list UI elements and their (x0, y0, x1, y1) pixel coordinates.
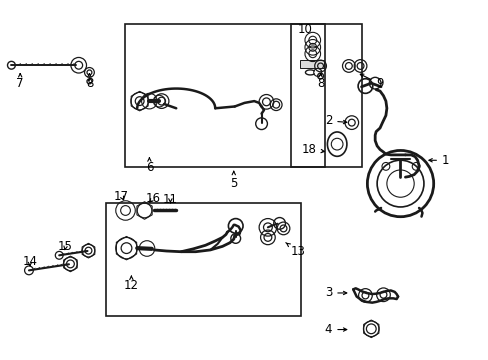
Bar (105, 203, 300, 316)
Text: 12: 12 (123, 276, 139, 292)
Text: 5: 5 (230, 171, 237, 190)
Text: 4: 4 (324, 323, 346, 336)
Text: 9: 9 (360, 74, 383, 90)
Text: 8: 8 (85, 74, 93, 90)
Text: 18: 18 (301, 143, 324, 156)
Text: 3: 3 (324, 287, 346, 300)
Text: 2: 2 (324, 114, 346, 127)
Text: 8: 8 (316, 74, 324, 90)
Text: 13: 13 (285, 243, 305, 258)
Bar (290, 24, 361, 167)
Text: 17: 17 (114, 190, 129, 203)
Text: 16: 16 (145, 192, 160, 205)
Bar (125, 24, 325, 167)
Bar (300, 60, 324, 68)
Text: 14: 14 (22, 255, 38, 268)
Text: 15: 15 (58, 240, 73, 253)
Text: 7: 7 (17, 74, 24, 90)
Text: 6: 6 (145, 158, 153, 174)
Text: 1: 1 (428, 154, 448, 167)
Text: 10: 10 (297, 23, 312, 36)
Text: 11: 11 (163, 193, 178, 206)
